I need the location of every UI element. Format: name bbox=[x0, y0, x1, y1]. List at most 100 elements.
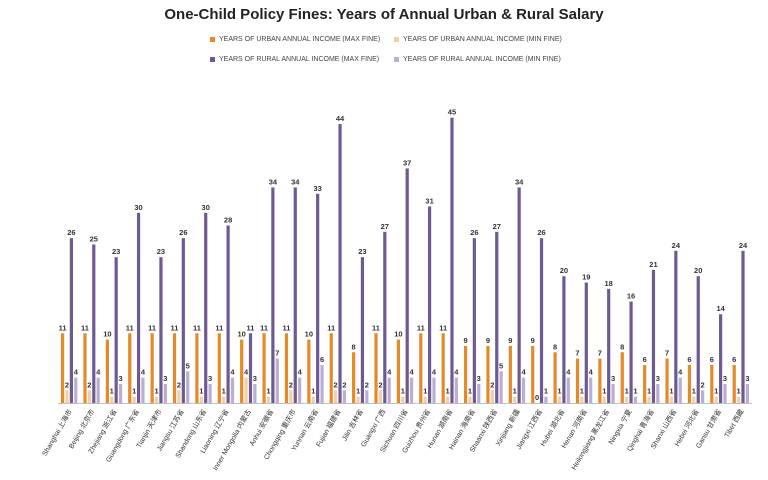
bar-s3-21 bbox=[544, 396, 548, 403]
bar-s3-30 bbox=[745, 383, 750, 403]
legend-item-urban-min: YEARS OF URBAN ANNUAL INCOME (MIN FINE) bbox=[394, 36, 562, 43]
bar-s3-10 bbox=[298, 377, 302, 403]
bar-s3-12 bbox=[342, 390, 347, 403]
category-label-0: Shanghai 上海市 bbox=[40, 408, 74, 458]
bar-s3-24 bbox=[611, 383, 615, 403]
bar-s0-27 bbox=[665, 358, 669, 403]
bar-s3-22 bbox=[566, 377, 570, 403]
bar-s1-2 bbox=[110, 396, 114, 403]
bar-s3-17 bbox=[454, 377, 458, 403]
bar-s3-25 bbox=[633, 396, 638, 403]
bar-s0-7 bbox=[217, 333, 221, 403]
chart-title: One-Child Policy Fines: Years of Annual … bbox=[164, 6, 604, 23]
data-label-s1-23: 1 bbox=[580, 387, 584, 396]
bar-s2-4 bbox=[159, 257, 163, 403]
bar-s3-0 bbox=[74, 377, 78, 403]
data-label-s0-4: 11 bbox=[148, 323, 156, 332]
data-label-s3-21: 1 bbox=[544, 387, 548, 396]
bar-s3-27 bbox=[678, 377, 682, 403]
bar-s2-28 bbox=[696, 276, 700, 403]
bar-s1-12 bbox=[334, 390, 338, 403]
data-label-s2-17: 45 bbox=[448, 108, 456, 117]
bar-s3-29 bbox=[723, 383, 727, 403]
bar-s3-15 bbox=[410, 377, 414, 403]
data-label-s1-16: 1 bbox=[423, 387, 427, 396]
data-label-s3-11: 6 bbox=[320, 355, 324, 364]
bar-s0-28 bbox=[687, 364, 692, 403]
data-label-s2-21: 26 bbox=[537, 228, 545, 237]
bar-s0-11 bbox=[307, 339, 311, 403]
bar-s0-14 bbox=[374, 333, 378, 403]
bar-s0-18 bbox=[463, 345, 468, 403]
bar-s2-15 bbox=[405, 168, 409, 403]
bar-s1-10 bbox=[289, 390, 293, 403]
bar-s2-14 bbox=[383, 231, 387, 403]
bar-s1-18 bbox=[468, 396, 472, 403]
data-label-s0-22: 8 bbox=[553, 342, 557, 351]
bar-s1-24 bbox=[602, 396, 606, 403]
bar-s2-8 bbox=[248, 333, 253, 403]
data-label-s1-3: 1 bbox=[132, 387, 136, 396]
bar-s1-15 bbox=[401, 396, 405, 403]
legend-item-rural-min: YEARS OF RURAL ANNUAL INCOME (MIN FINE) bbox=[394, 56, 561, 63]
bar-s0-8 bbox=[240, 339, 244, 403]
bar-s3-7 bbox=[230, 377, 235, 403]
data-label-s3-19: 5 bbox=[499, 361, 503, 370]
bar-s3-26 bbox=[656, 383, 660, 403]
data-label-s2-22: 20 bbox=[560, 266, 568, 275]
bar-s2-19 bbox=[495, 231, 499, 403]
bar-s2-0 bbox=[69, 238, 73, 403]
bar-s1-19 bbox=[490, 390, 494, 403]
bar-s0-24 bbox=[598, 358, 602, 403]
bar-s1-25 bbox=[625, 396, 629, 403]
bar-s0-1 bbox=[83, 333, 87, 403]
bar-s1-17 bbox=[445, 396, 450, 403]
bar-s1-6 bbox=[199, 396, 203, 403]
data-label-s1-6: 1 bbox=[199, 387, 203, 396]
bar-s3-8 bbox=[253, 383, 257, 403]
data-label-s3-29: 3 bbox=[723, 374, 727, 383]
data-label-s0-15: 10 bbox=[394, 330, 402, 339]
data-label-s2-18: 26 bbox=[470, 228, 478, 237]
data-label-s2-12: 44 bbox=[336, 114, 345, 123]
data-label-s2-20: 34 bbox=[515, 177, 524, 186]
bar-s1-4 bbox=[154, 396, 159, 403]
data-label-s0-28: 6 bbox=[687, 355, 691, 364]
bar-s0-23 bbox=[575, 358, 580, 403]
bar-s0-3 bbox=[128, 333, 132, 403]
data-label-s2-3: 30 bbox=[134, 203, 142, 212]
bar-s3-4 bbox=[163, 383, 167, 403]
data-label-s2-1: 25 bbox=[90, 234, 98, 243]
data-label-s0-25: 8 bbox=[620, 342, 624, 351]
bar-s1-1 bbox=[87, 390, 91, 403]
bar-s2-1 bbox=[92, 244, 96, 403]
data-label-s0-11: 10 bbox=[305, 330, 313, 339]
data-label-s2-11: 33 bbox=[313, 184, 321, 193]
data-label-s3-12: 2 bbox=[342, 380, 346, 389]
bar-s3-13 bbox=[365, 390, 369, 403]
bar-s1-22 bbox=[557, 396, 562, 403]
data-label-s3-23: 4 bbox=[589, 368, 594, 377]
data-label-s0-19: 9 bbox=[486, 336, 490, 345]
data-label-s2-30: 24 bbox=[739, 241, 748, 250]
data-label-s3-5: 5 bbox=[186, 361, 190, 370]
legend-label-urban-min: YEARS OF URBAN ANNUAL INCOME (MIN FINE) bbox=[403, 36, 562, 43]
bar-s3-18 bbox=[477, 383, 481, 403]
data-label-s3-17: 4 bbox=[454, 368, 459, 377]
data-label-s0-16: 11 bbox=[417, 323, 425, 332]
bar-s0-20 bbox=[508, 345, 512, 403]
bar-s0-25 bbox=[620, 352, 624, 403]
data-label-s2-27: 24 bbox=[672, 241, 681, 250]
legend-item-urban-max: YEARS OF URBAN ANNUAL INCOME (MAX FINE) bbox=[210, 36, 380, 43]
data-label-s0-17: 11 bbox=[439, 323, 447, 332]
bar-s3-28 bbox=[701, 390, 705, 403]
bar-s1-20 bbox=[513, 396, 517, 403]
bar-s0-21 bbox=[531, 345, 535, 403]
data-label-s3-22: 4 bbox=[566, 368, 571, 377]
bar-s1-9 bbox=[266, 396, 271, 403]
data-label-s2-25: 16 bbox=[627, 292, 635, 301]
bar-s3-1 bbox=[96, 377, 100, 403]
bar-s2-2 bbox=[114, 257, 118, 403]
data-label-s2-10: 34 bbox=[291, 177, 300, 186]
